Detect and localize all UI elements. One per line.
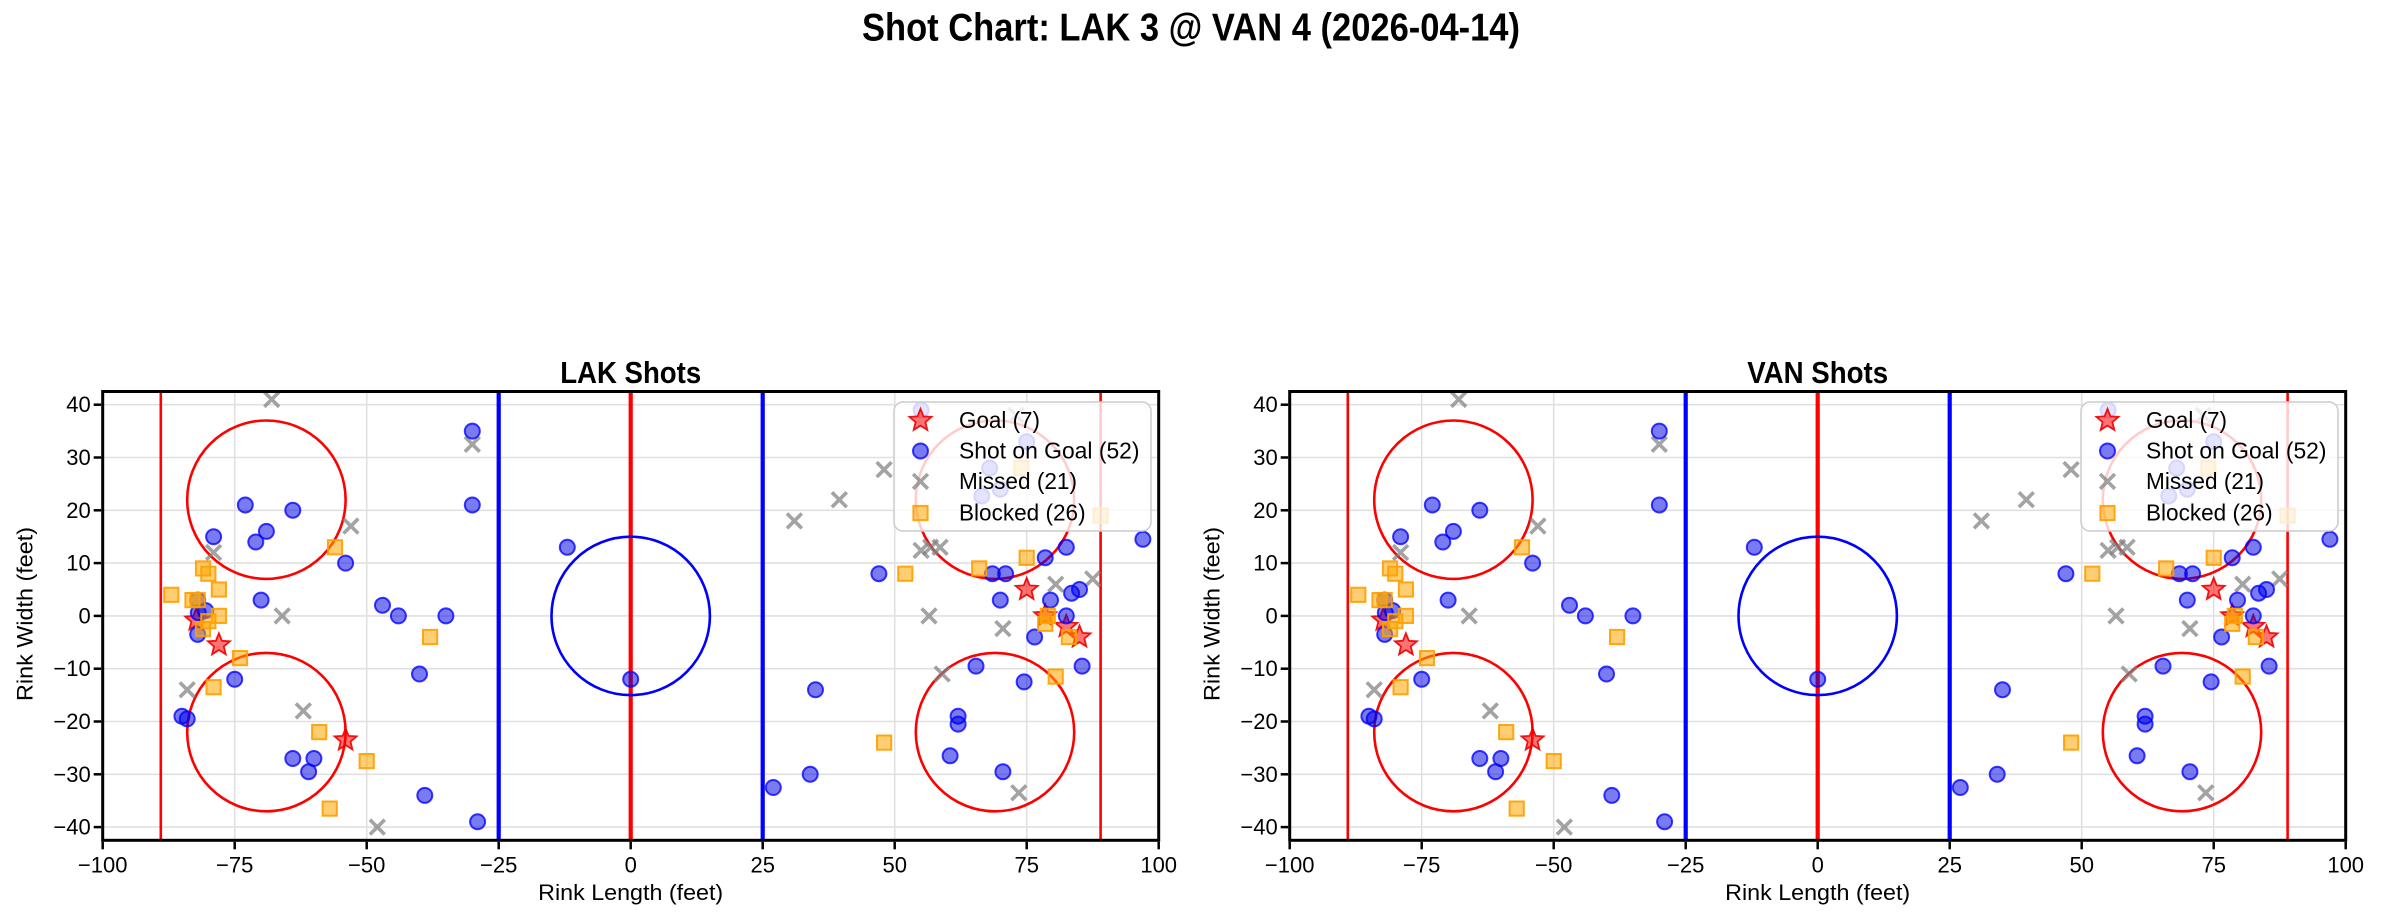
svg-text:Rink Width (feet): Rink Width (feet) [13, 527, 38, 701]
svg-text:30: 30 [66, 445, 90, 470]
svg-text:30: 30 [1253, 445, 1277, 470]
svg-text:−10: −10 [53, 656, 90, 681]
svg-text:20: 20 [66, 498, 90, 523]
svg-text:40: 40 [1253, 392, 1277, 417]
svg-text:50: 50 [2069, 852, 2093, 877]
svg-text:Rink Width (feet): Rink Width (feet) [1200, 527, 1225, 701]
svg-text:−40: −40 [1240, 815, 1277, 840]
svg-text:25: 25 [750, 852, 774, 877]
svg-text:0: 0 [1265, 603, 1277, 628]
svg-text:−50: −50 [1535, 852, 1572, 877]
svg-text:100: 100 [2327, 852, 2364, 877]
svg-text:Shot on Goal (52): Shot on Goal (52) [959, 438, 1140, 464]
svg-text:75: 75 [2201, 852, 2225, 877]
svg-text:Missed (21): Missed (21) [959, 468, 1077, 494]
svg-text:Goal (7): Goal (7) [959, 407, 1040, 433]
svg-text:−30: −30 [1240, 762, 1277, 787]
svg-text:−40: −40 [53, 815, 90, 840]
svg-text:50: 50 [882, 852, 906, 877]
svg-text:10: 10 [1253, 551, 1277, 576]
svg-text:−25: −25 [480, 852, 517, 877]
svg-text:Shot Chart: LAK 3 @ VAN 4 (202: Shot Chart: LAK 3 @ VAN 4 (2026-04-14) [862, 6, 1520, 49]
svg-text:−100: −100 [1265, 852, 1315, 877]
svg-text:Goal (7): Goal (7) [2146, 407, 2227, 433]
svg-text:−20: −20 [1240, 709, 1277, 734]
svg-text:40: 40 [66, 392, 90, 417]
svg-text:Shot on Goal (52): Shot on Goal (52) [2146, 438, 2327, 464]
svg-text:−50: −50 [348, 852, 385, 877]
svg-text:20: 20 [1253, 498, 1277, 523]
svg-text:Blocked (26): Blocked (26) [959, 500, 1086, 526]
svg-text:75: 75 [1014, 852, 1038, 877]
svg-text:−75: −75 [1403, 852, 1440, 877]
svg-text:Rink Length (feet): Rink Length (feet) [538, 880, 723, 905]
svg-text:0: 0 [78, 603, 90, 628]
svg-text:0: 0 [625, 852, 637, 877]
svg-text:Blocked (26): Blocked (26) [2146, 500, 2273, 526]
svg-text:−75: −75 [216, 852, 253, 877]
svg-text:10: 10 [66, 551, 90, 576]
svg-text:100: 100 [1140, 852, 1177, 877]
svg-text:−25: −25 [1667, 852, 1704, 877]
svg-text:25: 25 [1937, 852, 1961, 877]
svg-text:0: 0 [1812, 852, 1824, 877]
svg-text:VAN Shots: VAN Shots [1747, 355, 1888, 390]
svg-text:Rink Length (feet): Rink Length (feet) [1725, 880, 1910, 905]
svg-text:LAK Shots: LAK Shots [560, 355, 701, 390]
svg-text:−30: −30 [53, 762, 90, 787]
svg-text:−10: −10 [1240, 656, 1277, 681]
svg-text:−100: −100 [78, 852, 128, 877]
svg-text:−20: −20 [53, 709, 90, 734]
svg-text:Missed (21): Missed (21) [2146, 468, 2264, 494]
